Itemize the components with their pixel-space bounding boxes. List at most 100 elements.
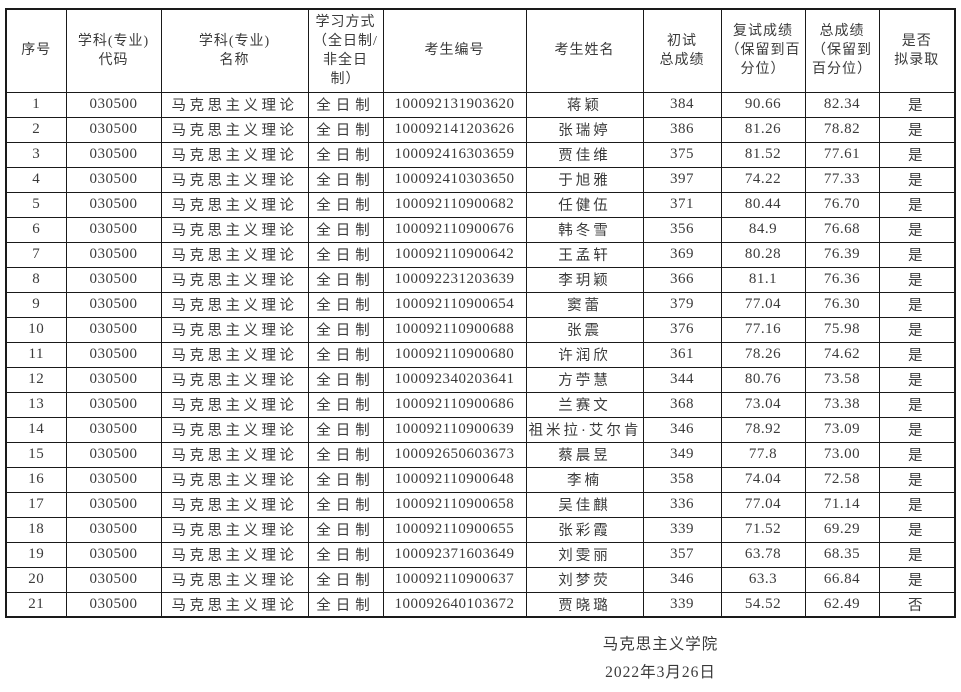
cell-initial-score: 358 [642,466,722,493]
cell-major: 马克思主义理论 [160,116,309,143]
cell-initial-score: 375 [642,141,722,168]
cell-admitted: 是 [878,141,956,168]
cell-total-score: 82.34 [804,91,880,118]
cell-initial-score: 386 [642,116,722,143]
cell-mode: 全日制 [307,266,384,293]
cell-admitted: 是 [878,91,956,118]
cell-no: 4 [5,166,67,193]
cell-admitted: 是 [878,391,956,418]
cell-mode: 全日制 [307,291,384,318]
table-row: 21 030500 马克思主义理论 全日制 100092640103672 贾晓璐 339 5… [5,591,956,618]
cell-candidate-id: 100092110900637 [382,566,527,593]
cell-retest-score: 54.52 [720,591,806,618]
cell-no: 6 [5,216,67,243]
cell-no: 21 [5,591,67,618]
cell-total-score: 77.61 [804,141,880,168]
cell-candidate-id: 100092141203626 [382,116,527,143]
cell-mode: 全日制 [307,316,384,343]
cell-mode: 全日制 [307,91,384,118]
cell-mode: 全日制 [307,166,384,193]
cell-candidate-name: 方苧慧 [525,366,644,393]
cell-candidate-name: 贾晓璐 [525,591,644,618]
cell-candidate-id: 100092231203639 [382,266,527,293]
cell-retest-score: 90.66 [720,91,806,118]
cell-initial-score: 384 [642,91,722,118]
cell-candidate-name: 蔡晨昱 [525,441,644,468]
cell-initial-score: 339 [642,591,722,618]
table-row: 12 030500 马克思主义理论 全日制 100092340203641 方苧慧 344 8… [5,366,956,393]
admission-results-table: 序号 学科(专业) 代码 学科(专业) 名称 学习方式 （全日制/ 非全日 制） 考生编… [5,8,956,618]
cell-candidate-id: 100092640103672 [382,591,527,618]
cell-mode: 全日制 [307,591,384,618]
cell-admitted: 是 [878,216,956,243]
cell-admitted: 是 [878,441,956,468]
cell-admitted: 是 [878,366,956,393]
signature-date: 2022年3月26日 [605,664,716,681]
table-header-row: 序号 学科(专业) 代码 学科(专业) 名称 学习方式 （全日制/ 非全日 制） 考生编… [5,8,956,93]
column-header-initial-score: 初试 总成绩 [642,8,722,93]
cell-major: 马克思主义理论 [160,266,309,293]
cell-major: 马克思主义理论 [160,216,309,243]
column-header-code: 学科(专业) 代码 [65,8,162,93]
cell-no: 10 [5,316,67,343]
cell-candidate-id: 100092110900654 [382,291,527,318]
cell-major: 马克思主义理论 [160,241,309,268]
cell-candidate-name: 祖米拉·艾尔肯 [525,416,644,443]
cell-candidate-id: 100092410303650 [382,166,527,193]
cell-mode: 全日制 [307,466,384,493]
cell-code: 030500 [65,591,162,618]
cell-initial-score: 376 [642,316,722,343]
cell-mode: 全日制 [307,516,384,543]
cell-no: 9 [5,291,67,318]
cell-major: 马克思主义理论 [160,366,309,393]
cell-retest-score: 71.52 [720,516,806,543]
cell-mode: 全日制 [307,541,384,568]
cell-initial-score: 339 [642,516,722,543]
cell-candidate-id: 100092110900639 [382,416,527,443]
table-header: 序号 学科(专业) 代码 学科(专业) 名称 学习方式 （全日制/ 非全日 制） 考生编… [5,8,956,93]
cell-no: 19 [5,541,67,568]
cell-retest-score: 77.04 [720,491,806,518]
cell-mode: 全日制 [307,191,384,218]
cell-major: 马克思主义理论 [160,141,309,168]
cell-no: 1 [5,91,67,118]
cell-initial-score: 356 [642,216,722,243]
cell-admitted: 是 [878,316,956,343]
cell-total-score: 76.39 [804,241,880,268]
cell-admitted: 是 [878,266,956,293]
cell-total-score: 75.98 [804,316,880,343]
cell-major: 马克思主义理论 [160,516,309,543]
cell-admitted: 否 [878,591,956,618]
cell-total-score: 73.09 [804,416,880,443]
cell-total-score: 78.82 [804,116,880,143]
cell-candidate-id: 100092110900688 [382,316,527,343]
table-row: 14 030500 马克思主义理论 全日制 100092110900639 祖米拉·艾尔肯… [5,416,956,443]
cell-retest-score: 63.78 [720,541,806,568]
cell-no: 18 [5,516,67,543]
cell-candidate-name: 兰赛文 [525,391,644,418]
cell-mode: 全日制 [307,216,384,243]
cell-admitted: 是 [878,416,956,443]
column-header-candidate-id: 考生编号 [382,8,527,93]
cell-major: 马克思主义理论 [160,441,309,468]
cell-retest-score: 74.04 [720,466,806,493]
cell-retest-score: 77.04 [720,291,806,318]
cell-candidate-name: 张瑞婷 [525,116,644,143]
cell-candidate-id: 100092110900648 [382,466,527,493]
cell-candidate-id: 100092131903620 [382,91,527,118]
table-row: 6 030500 马克思主义理论 全日制 100092110900676 韩冬雪 356 84… [5,216,956,243]
cell-retest-score: 74.22 [720,166,806,193]
cell-candidate-id: 100092650603673 [382,441,527,468]
cell-total-score: 76.68 [804,216,880,243]
cell-major: 马克思主义理论 [160,291,309,318]
cell-no: 8 [5,266,67,293]
cell-retest-score: 77.16 [720,316,806,343]
cell-no: 5 [5,191,67,218]
table-row: 2 030500 马克思主义理论 全日制 100092141203626 张瑞婷 386 81… [5,116,956,143]
cell-total-score: 71.14 [804,491,880,518]
cell-code: 030500 [65,491,162,518]
cell-major: 马克思主义理论 [160,391,309,418]
cell-total-score: 66.84 [804,566,880,593]
cell-no: 7 [5,241,67,268]
cell-no: 2 [5,116,67,143]
